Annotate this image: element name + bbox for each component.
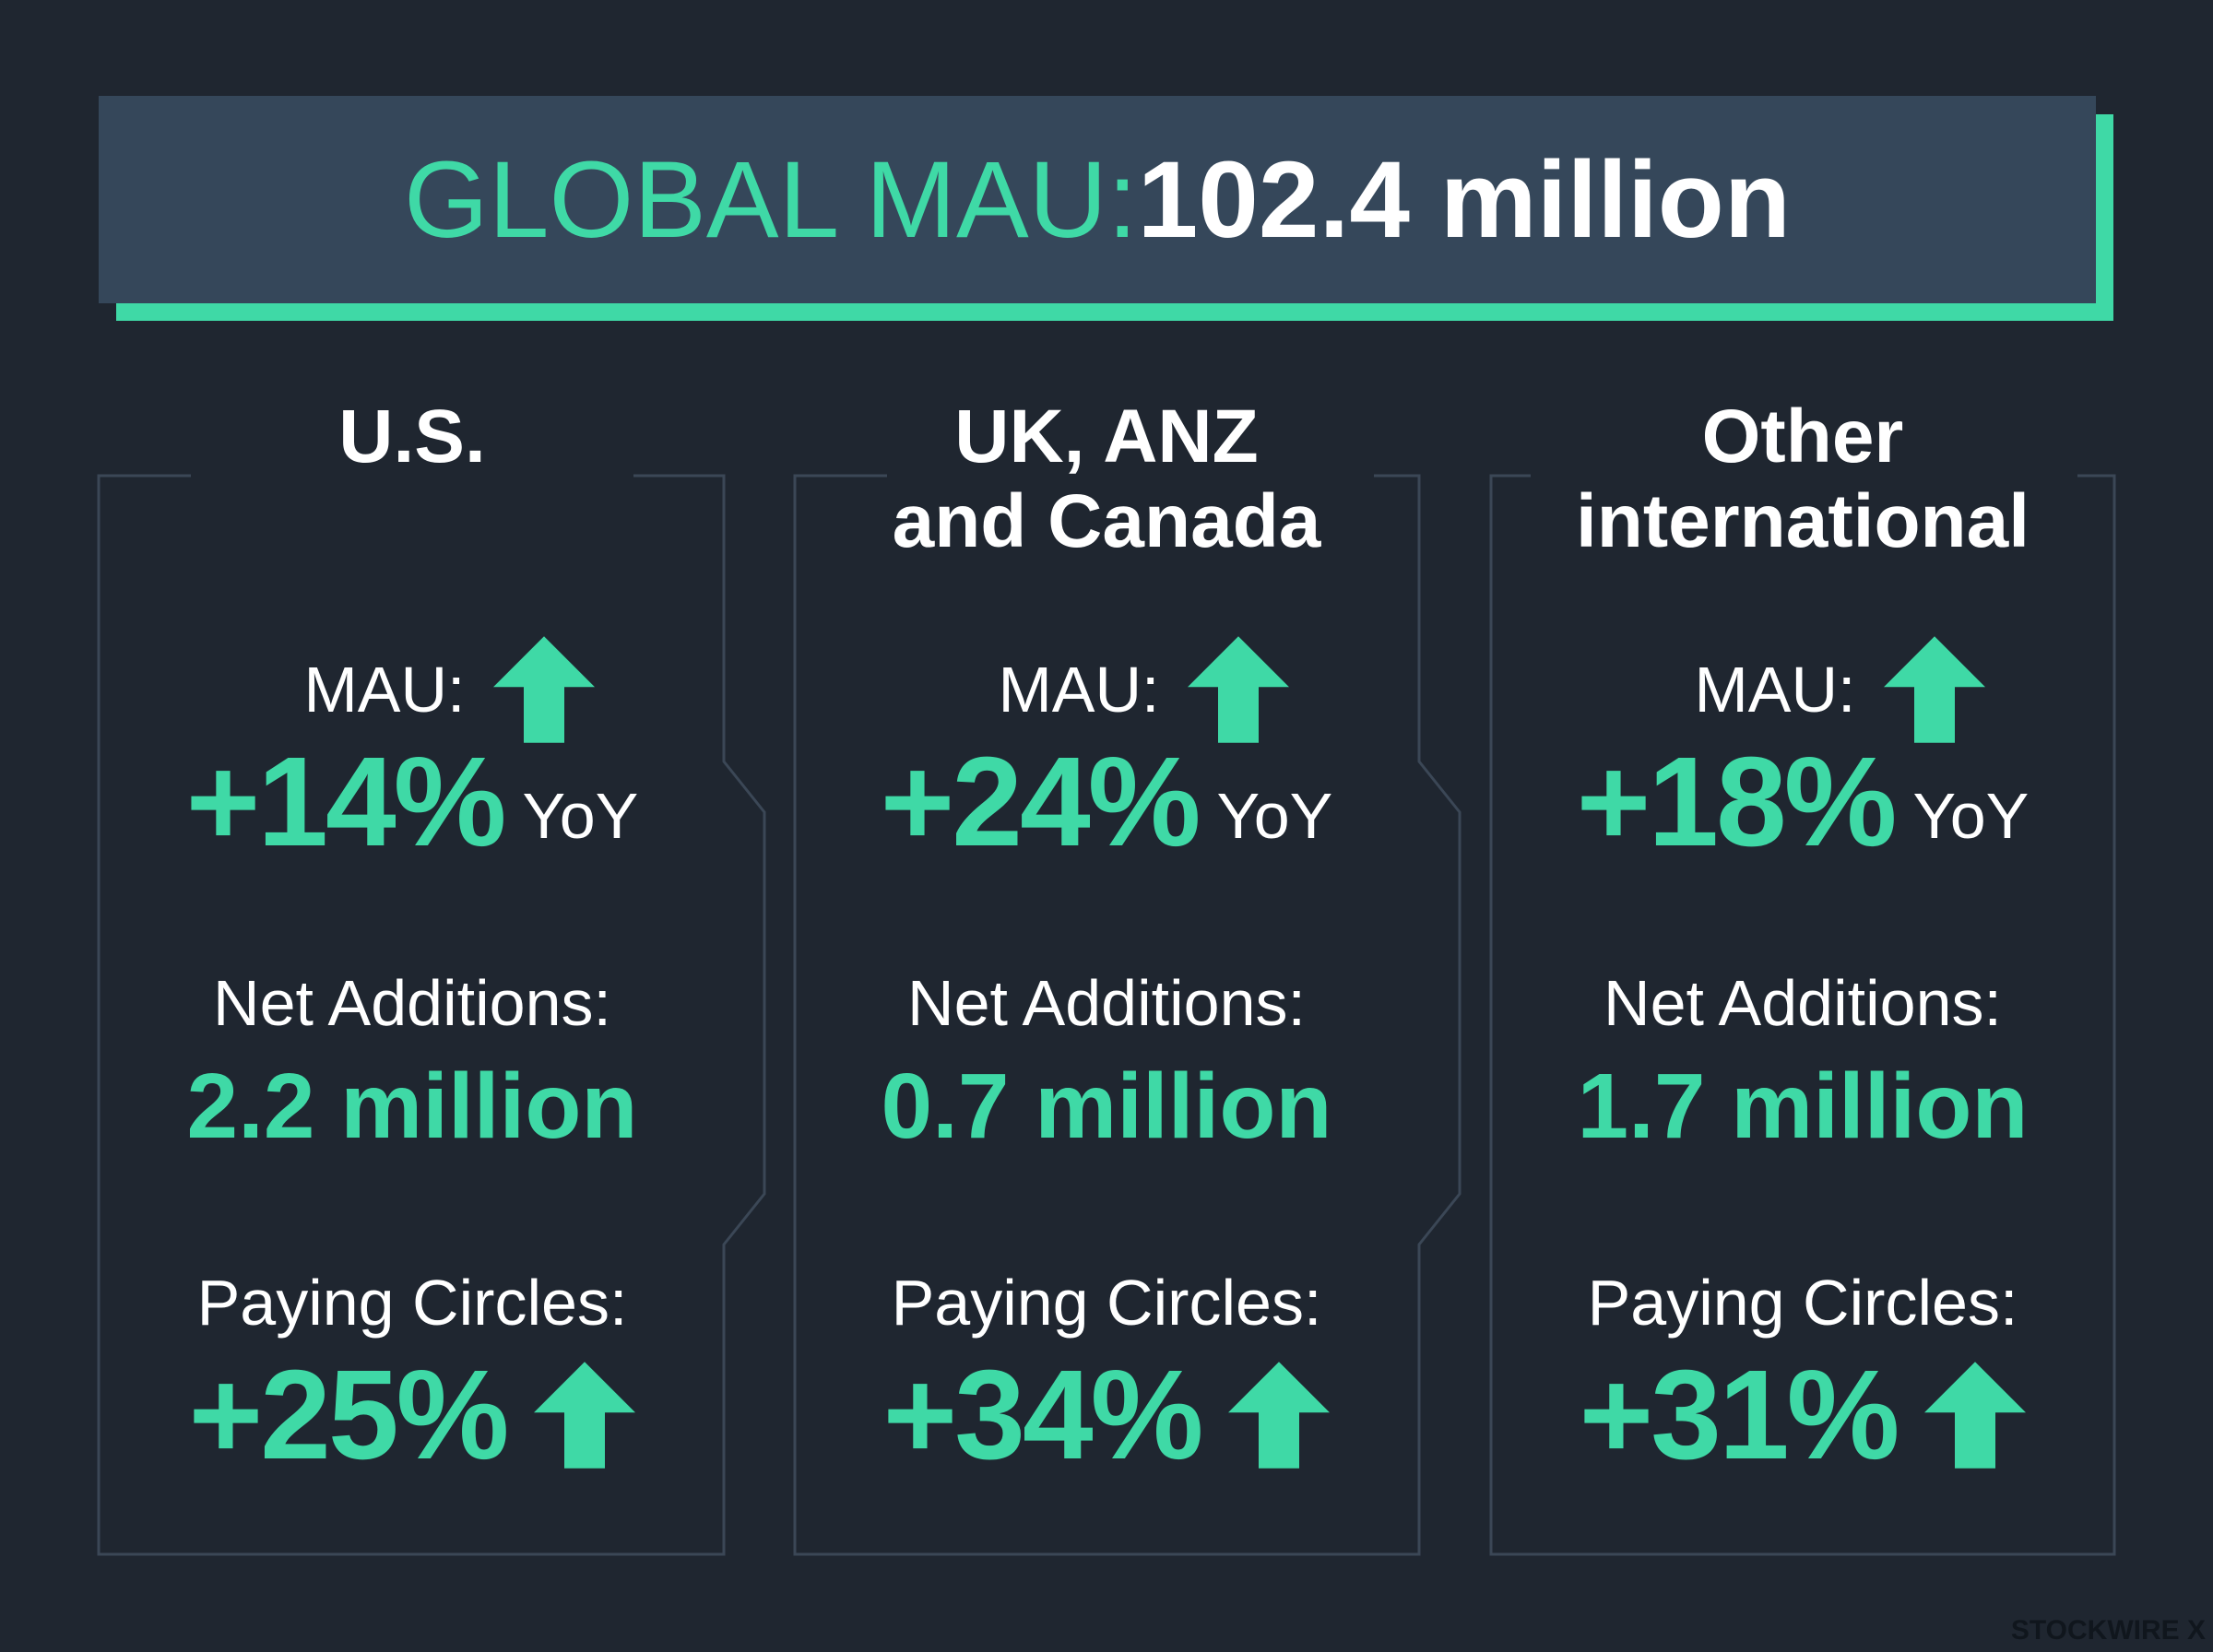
- paying-value: +31%: [1579, 1343, 1900, 1486]
- up-arrow: [534, 1362, 636, 1469]
- up-arrow: [492, 636, 595, 743]
- mau-value: +24%: [880, 730, 1201, 873]
- region-name: international: [1575, 479, 2030, 563]
- watermark: STOCKWIRE X: [2010, 1615, 2206, 1646]
- paying-value: +34%: [882, 1343, 1204, 1486]
- row: U.S.: [89, 395, 735, 479]
- row: MAU:: [784, 634, 1429, 745]
- row: Other: [1480, 395, 2125, 479]
- header-value: 102.4 million: [1137, 138, 1791, 261]
- region-name: and Canada: [892, 479, 1321, 563]
- mau-label: MAU:: [303, 654, 466, 726]
- paying-value: +25%: [188, 1343, 510, 1486]
- paying-label: Paying Circles:: [891, 1267, 1322, 1339]
- up-arrow: [1187, 636, 1289, 743]
- region-name: Other: [1701, 395, 1904, 478]
- net-value: 2.2 million: [186, 1054, 638, 1158]
- row: +14% YoY: [89, 731, 735, 873]
- header-label: GLOBAL MAU:: [404, 138, 1138, 261]
- row: +34%: [784, 1344, 1429, 1486]
- row: +25%: [89, 1344, 735, 1486]
- net-value: 0.7 million: [881, 1054, 1332, 1158]
- row: +24% YoY: [784, 731, 1429, 873]
- up-arrow: [1924, 1362, 2027, 1469]
- row: and Canada: [784, 479, 1429, 564]
- row: +31%: [1480, 1344, 2125, 1486]
- row: +18% YoY: [1480, 731, 2125, 873]
- row: UK, ANZ: [784, 395, 1429, 479]
- mau-value: +18%: [1576, 730, 1898, 873]
- up-arrow: [1228, 1362, 1331, 1469]
- row: 2.2 million: [89, 1051, 735, 1162]
- row: Net Additions:: [1480, 959, 2125, 1047]
- mau-value: +14%: [185, 730, 507, 873]
- mau-label: MAU:: [998, 654, 1160, 726]
- mau-suffix: YoY: [1912, 780, 2030, 852]
- row: Net Additions:: [89, 959, 735, 1047]
- header: GLOBAL MAU: 102.4 million: [99, 96, 2096, 303]
- row: Net Additions:: [784, 959, 1429, 1047]
- net-value: 1.7 million: [1577, 1054, 2029, 1158]
- paying-label: Paying Circles:: [196, 1267, 628, 1339]
- mau-label: MAU:: [1694, 654, 1856, 726]
- row: MAU:: [1480, 634, 2125, 745]
- row: Paying Circles:: [89, 1258, 735, 1347]
- row: 1.7 million: [1480, 1051, 2125, 1162]
- region-name: U.S.: [338, 395, 486, 478]
- net-label: Net Additions:: [1604, 967, 2002, 1039]
- paying-label: Paying Circles:: [1587, 1267, 2018, 1339]
- net-label: Net Additions:: [907, 967, 1306, 1039]
- row: Paying Circles:: [784, 1258, 1429, 1347]
- net-label: Net Additions:: [213, 967, 611, 1039]
- row: international: [1480, 479, 2125, 564]
- row: MAU:: [89, 634, 735, 745]
- mau-suffix: YoY: [522, 780, 639, 852]
- region-name: UK, ANZ: [954, 395, 1259, 478]
- row: 0.7 million: [784, 1051, 1429, 1162]
- row: Paying Circles:: [1480, 1258, 2125, 1347]
- mau-suffix: YoY: [1216, 780, 1333, 852]
- up-arrow: [1883, 636, 1985, 743]
